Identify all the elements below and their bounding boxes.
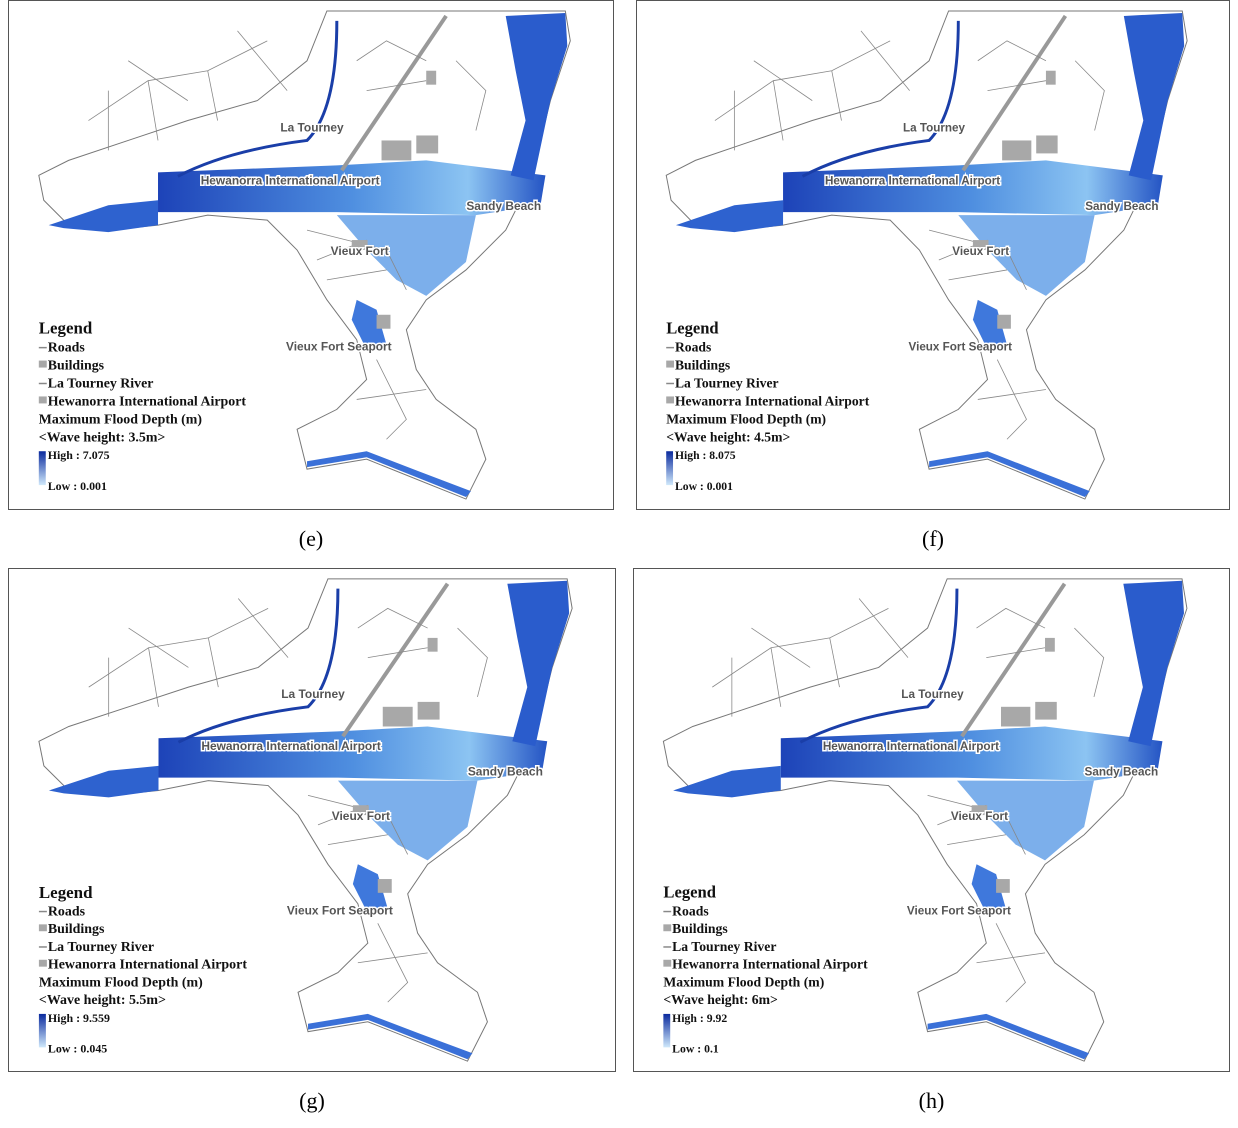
map: La Tourney Hewanorra International Airpor… [637,1,1229,509]
legend-wave-height: <Wave height: 3.5m> [39,430,166,445]
place-label: Hewanorra International Airport [823,740,999,753]
legend-item: Buildings [48,359,105,374]
legend-item: La Tourney River [48,376,154,391]
legend-low: Low : 0.045 [48,1041,107,1055]
legend-title: Legend [39,883,93,902]
place-label: Vieux Fort Seaport [287,904,393,918]
legend-box-symbol [663,960,671,967]
place-label: Vieux Fort [331,244,389,258]
legend-box-symbol [39,924,47,931]
legend-item: Hewanorra International Airport [672,957,868,972]
legend-item: La Tourney River [672,939,776,954]
legend-box-symbol [39,396,47,403]
place-label: Vieux Fort Seaport [909,339,1013,353]
legend-item: Buildings [675,357,731,372]
legend-item: La Tourney River [675,375,779,390]
legend-box-symbol [666,396,674,403]
map: La Tourney Hewanorra International Airpor… [634,569,1229,1071]
map-panel: La Tourney Hewanorra International Airpor… [8,0,614,510]
page: {"panels": [ {"caption": "(e)", "places"… [0,0,1238,1128]
legend-title: Legend [666,319,719,338]
legend-item: Roads [48,341,86,356]
place-label: La Tourney [903,120,965,134]
legend-box-symbol [663,924,671,931]
place-label: Sandy Beach [468,765,543,779]
place-label: Sandy Beach [1085,199,1158,213]
legend-item: Buildings [672,921,728,936]
panel-caption: (g) [262,1088,362,1114]
legend-high: High : 7.075 [48,448,110,462]
legend-wave-height: <Wave height: 6m> [663,992,778,1007]
legend-item: Hewanorra International Airport [48,957,247,972]
place-label: Vieux Fort [332,809,390,823]
legend-item: Roads [48,904,86,919]
panel-caption: (e) [261,526,361,552]
place-label: Vieux Fort [951,810,1008,823]
legend-box-symbol [666,361,674,368]
legend-high: High : 9.92 [672,1012,727,1025]
legend-flood-title: Maximum Flood Depth (m) [666,411,826,427]
place-label: Hewanorra International Airport [201,739,381,753]
legend-item: Hewanorra International Airport [48,394,247,409]
legend-flood-title: Maximum Flood Depth (m) [663,974,824,990]
legend-title: Legend [663,883,716,902]
legend-item: Roads [672,903,709,918]
map-panel: La Tourney Hewanorra International Airpor… [8,568,616,1072]
legend-wave-height: <Wave height: 4.5m> [666,429,790,444]
legend-low: Low : 0.001 [48,479,107,493]
depth-ramp [39,1014,46,1047]
legend-high: High : 9.559 [48,1011,110,1025]
legend-title: Legend [39,319,93,338]
legend-item: La Tourney River [48,939,154,954]
map-panel: La Tourney Hewanorra International Airpor… [633,568,1230,1072]
place-label: La Tourney [281,687,345,701]
map-panel: La Tourney Hewanorra International Airpor… [636,0,1230,510]
legend-box-symbol [39,361,47,368]
panel-caption: (h) [882,1088,982,1114]
legend-item: Hewanorra International Airport [675,393,870,408]
legend-flood-title: Maximum Flood Depth (m) [39,412,203,427]
legend-low: Low : 0.001 [675,479,733,493]
legend-box-symbol [39,960,47,967]
place-label: Hewanorra International Airport [825,173,1000,187]
place-label: Sandy Beach [1085,766,1159,779]
panel-caption: (f) [883,526,983,552]
place-label: Vieux Fort Seaport [286,340,392,354]
depth-ramp [39,451,46,485]
map: La Tourney Hewanorra International Airpor… [9,1,613,509]
legend-wave-height: <Wave height: 5.5m> [39,992,166,1007]
place-label: Vieux Fort Seaport [907,904,1011,917]
depth-ramp [663,1014,670,1047]
legend-flood-title: Maximum Flood Depth (m) [39,974,203,990]
place-label: Vieux Fort [952,244,1009,258]
legend-high: High : 8.075 [675,448,736,462]
place-label: Hewanorra International Airport [201,173,380,187]
depth-ramp [666,451,673,485]
place-label: Sandy Beach [466,199,541,213]
place-label: La Tourney [901,688,964,701]
legend-item: Buildings [48,921,105,936]
legend-item: Roads [675,339,712,354]
place-label: La Tourney [280,120,344,134]
map: La Tourney Hewanorra International Airpor… [9,569,615,1071]
legend-low: Low : 0.1 [672,1042,719,1055]
